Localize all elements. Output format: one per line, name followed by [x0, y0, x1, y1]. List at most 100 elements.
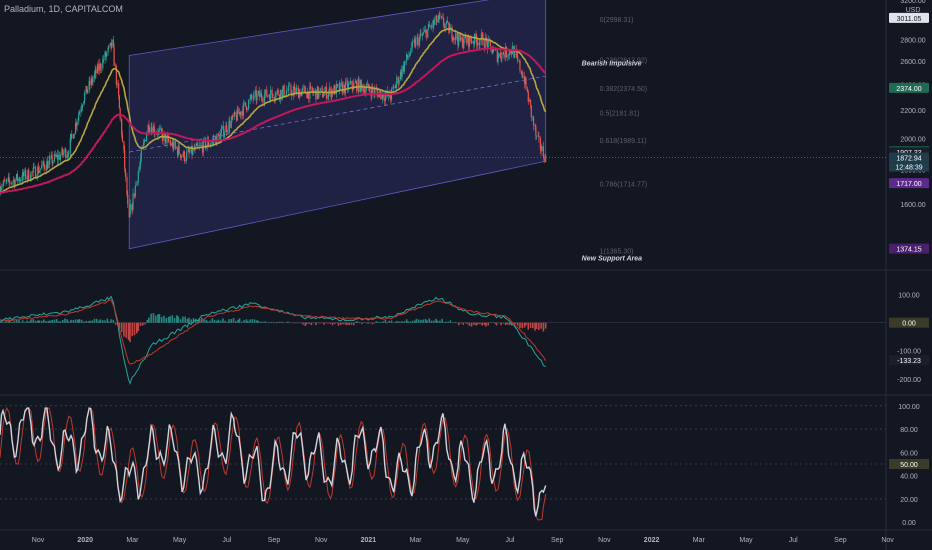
candle-body — [5, 181, 7, 182]
candle-body — [177, 146, 179, 156]
candle-body — [180, 154, 182, 158]
candle-body — [11, 181, 13, 184]
candle-body — [277, 89, 279, 95]
ema-slow-line — [0, 47, 547, 194]
fib-level-label-0: 0.236(2612.92) — [600, 58, 647, 65]
candle-body — [344, 84, 346, 94]
candle-body — [403, 63, 405, 72]
stoch-tick-label-0: 100.00 — [898, 404, 920, 411]
candle-body — [102, 59, 104, 69]
macd-histogram-bar — [163, 315, 165, 323]
candle-body — [331, 90, 333, 98]
candle-body — [351, 81, 353, 88]
candle-body — [266, 89, 268, 97]
candle-body — [295, 88, 297, 94]
macd-histogram-bar — [441, 318, 443, 323]
candle-body — [516, 52, 518, 56]
candle-body — [315, 89, 317, 100]
candle-body — [477, 42, 479, 46]
candle-body — [145, 140, 147, 141]
candle-body — [508, 50, 510, 56]
fib-level-label-3: 0.618(1989.11) — [600, 138, 647, 145]
candle-body — [525, 77, 527, 89]
macd-histogram-bar — [350, 322, 353, 325]
candle-body — [368, 88, 371, 92]
macd-histogram-bar — [198, 318, 201, 323]
candle-body — [433, 20, 436, 25]
candle-body — [412, 41, 414, 43]
candle-body — [263, 101, 265, 103]
macd-histogram-bar — [123, 322, 125, 337]
macd-histogram-bar — [291, 322, 294, 324]
candle-body — [522, 76, 524, 78]
candle-body — [451, 26, 453, 39]
candle-body — [404, 61, 406, 64]
candle-body — [115, 66, 117, 85]
candle-body — [253, 92, 255, 99]
price-tick-label-6: 2800.00 — [900, 37, 925, 44]
macd-histogram-bar — [384, 319, 387, 323]
macd-histogram-bar — [219, 320, 222, 323]
macd-histogram-bar — [207, 321, 209, 323]
macd-histogram-bar — [428, 318, 431, 323]
candle-body — [518, 60, 520, 62]
candle-body — [175, 146, 177, 149]
candle-body — [486, 41, 489, 49]
macd-histogram-bar — [272, 321, 275, 323]
macd-histogram-bar — [529, 322, 532, 328]
candle-body — [229, 121, 231, 128]
candle-body — [191, 146, 193, 155]
macd-histogram-bar — [98, 320, 100, 323]
candle-body — [102, 59, 105, 60]
time-tick-label-1: 2020 — [77, 537, 93, 544]
macd-histogram-bar — [321, 322, 323, 324]
candle-body — [258, 91, 260, 97]
candle-body — [225, 125, 227, 133]
candle-body — [42, 161, 44, 166]
candle-body — [192, 148, 194, 155]
candle-body — [71, 133, 73, 135]
candle-body — [430, 26, 433, 28]
candle-body — [16, 173, 18, 180]
macd-histogram-bar — [61, 320, 64, 323]
price-tag-4 — [889, 152, 929, 163]
candle-body — [472, 42, 474, 43]
macd-histogram-bar — [53, 319, 56, 323]
candle-body — [91, 78, 93, 83]
macd-histogram-bar — [355, 321, 357, 323]
candle-body — [143, 140, 145, 143]
price-tick-label-5: 2600.00 — [900, 59, 925, 66]
macd-histogram-bar — [523, 322, 526, 328]
candle-body — [6, 179, 8, 182]
macd-histogram-bar — [101, 320, 104, 323]
candle-body — [393, 86, 395, 88]
macd-histogram-bar — [95, 318, 98, 323]
candle-body — [10, 183, 12, 185]
candle-body — [409, 51, 411, 55]
candle-body — [498, 53, 500, 57]
candle-body — [142, 142, 145, 147]
candle-body — [88, 80, 90, 90]
candle-body — [406, 54, 408, 62]
candle-body — [365, 89, 367, 94]
candle-body — [481, 33, 483, 35]
candle-body — [0, 189, 2, 193]
candle-body — [129, 213, 131, 218]
candle-body — [48, 159, 50, 169]
candle-body — [92, 78, 94, 83]
candle-body — [489, 40, 492, 47]
macd-tag-0 — [889, 317, 929, 328]
candle-body — [161, 128, 163, 133]
candle-body — [392, 87, 394, 89]
macd-histogram-bar — [430, 320, 433, 323]
macd-histogram-bar — [182, 316, 184, 323]
candle-body — [338, 84, 340, 91]
macd-histogram-bar — [131, 322, 134, 337]
macd-histogram-bar — [190, 319, 193, 323]
candle-body — [73, 133, 75, 139]
candle-body — [503, 54, 505, 58]
candle-body — [366, 83, 368, 86]
candle-body — [233, 112, 235, 118]
candle-body — [110, 42, 112, 48]
